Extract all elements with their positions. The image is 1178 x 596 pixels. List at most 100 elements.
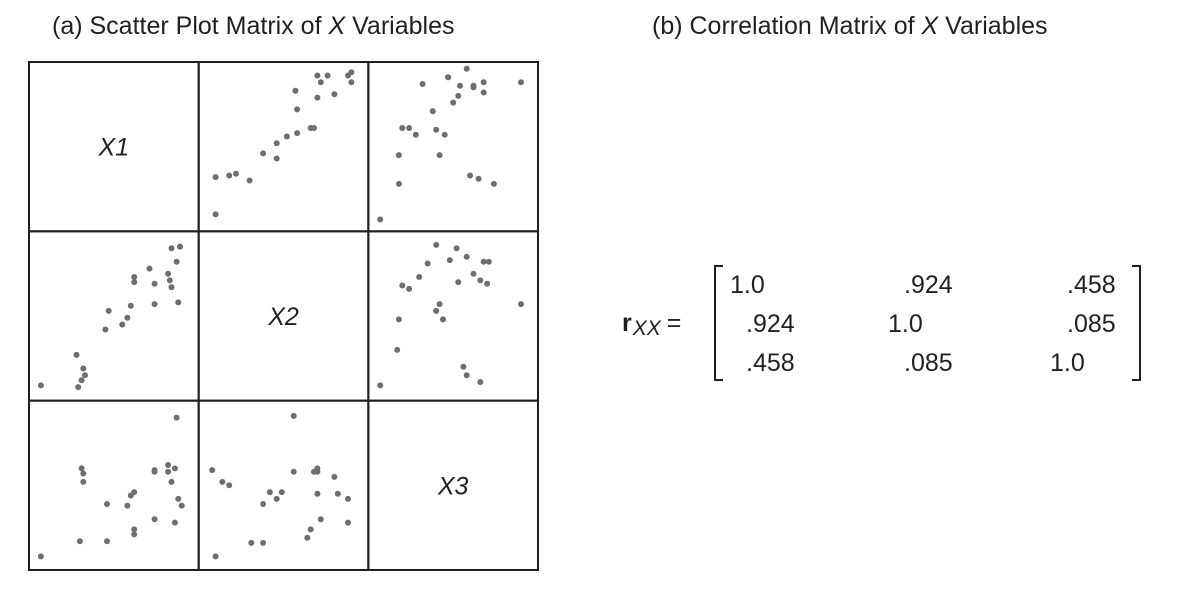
matrix-cell-frame-r2c1 bbox=[28, 230, 200, 402]
right-bracket bbox=[1132, 265, 1141, 381]
matrix-cell-r3c3: 1.0 bbox=[1050, 349, 1085, 377]
scatter-point-r3c2-4 bbox=[248, 539, 255, 546]
scatter-point-r2c1-16 bbox=[165, 270, 172, 277]
scatter-point-r2c3-12 bbox=[453, 245, 460, 252]
scatter-point-r3c1-17 bbox=[171, 465, 178, 472]
scatter-point-r3c1-12 bbox=[151, 516, 158, 523]
correlation-matrix-label: rXX = bbox=[622, 309, 682, 340]
scatter-point-r3c2-11 bbox=[290, 412, 297, 419]
scatter-point-r1c2-5 bbox=[260, 150, 267, 157]
scatter-point-r3c2-3 bbox=[226, 482, 233, 489]
scatter-point-r3c2-9 bbox=[278, 489, 285, 496]
scatter-point-r3c2-8 bbox=[273, 495, 280, 502]
scatter-point-r2c1-5 bbox=[73, 351, 80, 358]
scatter-point-r2c3-0 bbox=[377, 382, 384, 389]
matrix-cell-r2c2: 1.0 bbox=[888, 310, 923, 338]
matrix-cell-frame-r3c1 bbox=[28, 399, 200, 571]
scatter-point-r2c3-7 bbox=[433, 241, 440, 248]
scatter-point-r1c2-4 bbox=[246, 177, 253, 184]
scatter-point-r1c2-7 bbox=[273, 140, 280, 147]
scatter-point-r3c1-15 bbox=[165, 462, 172, 468]
scatter-point-r3c1-1 bbox=[76, 538, 83, 545]
scatter-point-r1c3-19 bbox=[480, 89, 487, 96]
scatter-point-r3c2-21 bbox=[345, 519, 351, 526]
scatter-point-r2c1-21 bbox=[168, 284, 175, 291]
scatter-point-r3c1-3 bbox=[80, 470, 87, 477]
matrix-cell-frame-r3c3 bbox=[367, 399, 540, 571]
scatter-point-r2c1-9 bbox=[124, 314, 131, 321]
scatter-point-r1c3-14 bbox=[463, 65, 470, 72]
scatter-point-r1c3-18 bbox=[480, 79, 487, 86]
scatter-point-r3c1-11 bbox=[131, 531, 138, 538]
scatter-point-r1c3-6 bbox=[429, 108, 436, 115]
scatter-point-r2c1-1 bbox=[75, 384, 82, 391]
scatter-point-r3c2-16 bbox=[304, 534, 311, 541]
correlation-matrix: rXX = 1.0 .924 .458 .924 1.0 .085 .458 .0… bbox=[622, 262, 1162, 388]
scatter-point-r1c2-0 bbox=[212, 211, 219, 218]
scatter-point-r2c3-20 bbox=[477, 277, 484, 284]
scatter-point-r2c1-17 bbox=[166, 277, 173, 284]
scatter-point-r1c3-12 bbox=[455, 92, 462, 99]
scatter-point-r2c3-21 bbox=[484, 280, 491, 287]
scatter-point-r3c2-17 bbox=[307, 526, 314, 533]
matrix-cell-r2c3: .085 bbox=[1067, 310, 1116, 338]
scatter-point-r1c2-3 bbox=[233, 170, 239, 177]
matrix-cell-r3c1: .458 bbox=[746, 349, 795, 377]
scatter-point-r1c3-11 bbox=[450, 99, 457, 106]
scatter-point-r1c2-9 bbox=[294, 130, 301, 137]
scatter-point-r1c3-24 bbox=[518, 79, 524, 86]
scatter-point-r3c1-18 bbox=[175, 495, 182, 502]
variable-label-x3: X3 bbox=[437, 472, 469, 500]
scatter-point-r3c2-5 bbox=[260, 539, 267, 546]
scatter-point-r1c2-13 bbox=[292, 87, 299, 94]
scatter-point-r1c3-16 bbox=[445, 74, 452, 81]
scatter-point-r1c3-8 bbox=[436, 152, 443, 159]
scatter-point-r3c1-6 bbox=[104, 538, 110, 545]
scatter-point-r3c2-22 bbox=[345, 495, 351, 502]
scatter-point-r2c1-3 bbox=[80, 365, 87, 372]
scatter-point-r3c1-4 bbox=[78, 465, 85, 472]
scatter-point-r2c3-9 bbox=[433, 307, 440, 314]
scatter-point-r2c1-6 bbox=[102, 326, 109, 333]
scatter-point-r3c2-14 bbox=[314, 465, 321, 472]
scatter-point-r1c2-12 bbox=[294, 106, 301, 113]
scatter-point-r2c3-10 bbox=[436, 301, 443, 308]
scatter-point-r3c2-18 bbox=[317, 516, 324, 523]
correlation-matrix-title: (b) Correlation Matrix of X Variables bbox=[652, 12, 1048, 40]
scatter-point-r1c2-15 bbox=[317, 79, 324, 86]
scatter-point-r1c3-10 bbox=[441, 131, 448, 138]
scatter-point-r1c3-9 bbox=[433, 126, 440, 133]
scatter-point-r1c2-14 bbox=[314, 94, 321, 101]
matrix-cell-frame-r1c2 bbox=[197, 61, 370, 233]
scatter-point-r1c3-21 bbox=[467, 172, 474, 179]
scatter-point-r3c1-14 bbox=[165, 468, 172, 475]
scatter-point-r2c3-14 bbox=[463, 253, 470, 260]
matrix-cell-frame-r2c3 bbox=[367, 230, 540, 402]
scatter-point-r2c3-4 bbox=[406, 285, 413, 292]
scatter-point-r3c1-22 bbox=[151, 468, 158, 475]
scatter-point-r1c2-11 bbox=[311, 125, 317, 131]
scatter-point-r1c2-17 bbox=[314, 72, 321, 79]
scatter-point-r2c3-15 bbox=[470, 270, 477, 277]
scatter-point-r2c1-0 bbox=[37, 382, 44, 389]
scatter-point-r3c2-2 bbox=[219, 478, 226, 485]
scatter-point-r1c2-2 bbox=[226, 172, 233, 179]
matrix-cell-frame-r1c3 bbox=[367, 61, 540, 233]
scatter-point-r1c2-6 bbox=[273, 155, 280, 162]
scatter-point-r2c3-23 bbox=[518, 301, 524, 308]
scatter-point-r2c3-8 bbox=[440, 316, 446, 323]
scatter-point-r2c1-14 bbox=[151, 280, 158, 287]
scatter-plot-matrix: X1 X2 X3 bbox=[28, 61, 540, 571]
scatter-point-r3c1-9 bbox=[131, 489, 138, 496]
scatter-point-r3c1-0 bbox=[37, 553, 44, 560]
scatter-point-r2c1-23 bbox=[168, 245, 175, 252]
scatter-point-r2c3-3 bbox=[399, 282, 406, 289]
matrix-cell-r3c2: .085 bbox=[904, 349, 953, 377]
scatter-point-r2c3-17 bbox=[463, 372, 470, 379]
scatter-point-r2c3-13 bbox=[455, 279, 462, 286]
scatter-point-r2c3-19 bbox=[480, 258, 487, 265]
scatter-point-r1c3-1 bbox=[395, 180, 402, 187]
scatter-point-r3c1-5 bbox=[104, 501, 110, 507]
scatter-point-r2c3-22 bbox=[485, 258, 492, 265]
scatter-point-r3c1-16 bbox=[168, 478, 175, 485]
